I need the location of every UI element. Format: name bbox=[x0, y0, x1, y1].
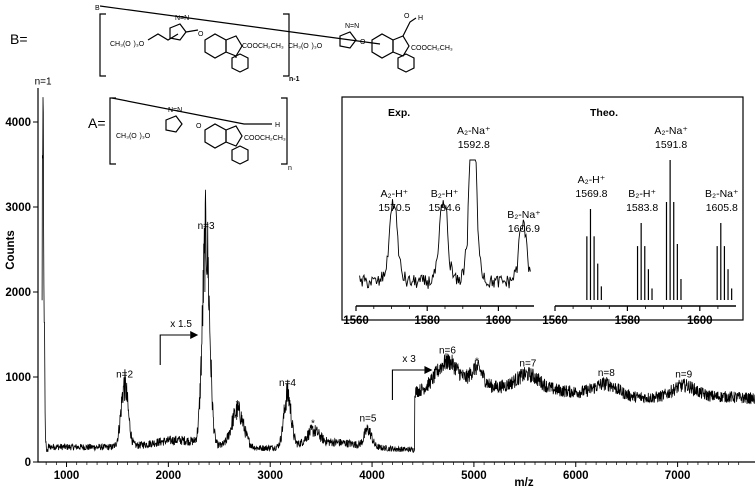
structure-b-oxygen: O bbox=[198, 31, 204, 38]
structure-b-chain: CH₃(O )₃O bbox=[110, 41, 145, 48]
inset-theo-panel: Theo. 1560 1580 1600 A₂-H⁺ 1569.8 B₂-H⁺ 1583.8… bbox=[542, 107, 739, 327]
structure-b: B= B CH₃(O )₃O N=N O COOCH₂CH₃ n-1 CH₃(O… bbox=[10, 5, 453, 83]
inset-peak-label: A₂-H⁺ bbox=[578, 174, 606, 186]
structure-a-repeat: n bbox=[288, 165, 292, 172]
structure-a-ester: COOCH₂CH₃ bbox=[244, 135, 286, 142]
zoom-arrow-head bbox=[190, 331, 199, 339]
x-tick-label: 7000 bbox=[665, 470, 691, 482]
main-ticks: 1000 2000 3000 4000 5000 6000 7000 0 1000 2000 300… bbox=[5, 117, 740, 482]
y-axis-label: Counts bbox=[5, 230, 17, 270]
structure-b-aldehyde-h: H bbox=[418, 15, 423, 22]
inset-peak-label: B₂-Na⁺ bbox=[705, 188, 739, 200]
peak-label: n=9 bbox=[675, 370, 692, 381]
structure-a-bracket-left bbox=[109, 97, 116, 165]
zoom-arrow bbox=[391, 369, 425, 400]
structure-a-chain: CH₃(O )₃O bbox=[116, 133, 151, 140]
zoom-arrow-head bbox=[424, 366, 433, 374]
zoom-label: x 3 bbox=[402, 354, 416, 365]
inset-peak-label: B₂-H⁺ bbox=[628, 188, 656, 200]
structure-a-oxygen: O bbox=[196, 123, 202, 130]
inset-x-tick-label: 1560 bbox=[343, 315, 369, 327]
structure-a-bracket-right bbox=[281, 97, 288, 165]
x-tick-label: 2000 bbox=[156, 470, 182, 482]
inset-x-tick-label: 1580 bbox=[615, 315, 641, 327]
structure-a-end-h: H bbox=[275, 122, 280, 129]
inset-peak-label: B₂-Na⁺ bbox=[507, 209, 541, 221]
zoom-arrow bbox=[159, 334, 191, 365]
peak-label: n=5 bbox=[359, 414, 376, 425]
impurity-star: * bbox=[236, 399, 240, 410]
inset-peak-value: 1605.8 bbox=[706, 202, 738, 214]
y-tick-label: 4000 bbox=[5, 117, 31, 129]
zoom-label: x 1.5 bbox=[170, 319, 192, 330]
peak-label: n=8 bbox=[598, 368, 615, 379]
inset-peak-value: 1584.6 bbox=[429, 202, 461, 214]
y-tick-label: 3000 bbox=[5, 202, 31, 214]
spectrum-trace bbox=[41, 97, 755, 453]
peak-label: n=6 bbox=[439, 346, 456, 357]
impurity-star: * bbox=[475, 357, 479, 368]
inset-peak-value: 1592.8 bbox=[458, 139, 490, 151]
x-tick-label: 1000 bbox=[54, 470, 80, 482]
structure-b-end-label: B bbox=[95, 5, 100, 12]
structure-a-label: A= bbox=[88, 115, 106, 131]
structure-b-repeat: n-1 bbox=[289, 76, 300, 83]
inset-x-tick-label: 1600 bbox=[687, 315, 713, 327]
structure-a: A= H CH₃(O )₃O N=N O COOCH₂CH₃ n bbox=[88, 97, 292, 172]
inset-x-tick-label: 1600 bbox=[486, 315, 512, 327]
structure-b-ester: COOCH₂CH₃ bbox=[242, 43, 284, 50]
inset-theo-title: Theo. bbox=[590, 107, 618, 119]
structure-b-aldehyde-o: O bbox=[404, 13, 410, 20]
y-tick-label: 1000 bbox=[5, 372, 31, 384]
structure-b-triazole-2: N=N bbox=[345, 23, 359, 30]
inset-peak-label: A₂-H⁺ bbox=[381, 188, 409, 200]
inset-frame bbox=[341, 96, 744, 321]
structure-b-bracket-left bbox=[99, 13, 106, 77]
y-tick-label: 0 bbox=[25, 457, 31, 469]
structure-b-chain-2: CH₃(O )₃O bbox=[288, 43, 323, 50]
main-annotations: n=1 n=2 n=3 n=4 n=5 n=6 n=7 n=8 n=9 * * * x 1.5 x 3 bbox=[35, 76, 693, 429]
structure-b-link-line bbox=[99, 5, 381, 45]
inset-peak-label: A₂-Na⁺ bbox=[457, 125, 491, 137]
x-tick-label: 5000 bbox=[461, 470, 487, 482]
inset-peak-value: 1570.5 bbox=[378, 202, 410, 214]
main-series bbox=[41, 97, 755, 453]
structure-a-triazole: N=N bbox=[168, 107, 182, 114]
y-tick-label: 2000 bbox=[5, 287, 31, 299]
structure-b-oxygen-2: O bbox=[360, 39, 366, 46]
inset-x-tick-label: 1560 bbox=[542, 315, 568, 327]
structure-b-bracket-right bbox=[283, 13, 290, 77]
structure-b-ester-2: COOCH₂CH₃ bbox=[411, 45, 453, 52]
structure-a-link-line bbox=[111, 97, 272, 125]
x-tick-label: 3000 bbox=[257, 470, 283, 482]
impurity-star: * bbox=[311, 419, 315, 430]
peak-label: n=2 bbox=[116, 370, 133, 381]
inset-exp-trace bbox=[359, 159, 531, 289]
inset-peak-value: 1606.9 bbox=[508, 223, 540, 235]
inset-exp-panel: Exp. 1560 1580 1600 A₂-H⁺ 1570.5 B₂-H⁺ 1584.6 A… bbox=[343, 107, 541, 327]
peak-label: n=7 bbox=[519, 358, 536, 369]
peak-label: n=3 bbox=[198, 221, 215, 232]
peak-label: n=4 bbox=[279, 378, 296, 389]
peak-label: n=1 bbox=[35, 76, 52, 87]
x-axis-label: m/z bbox=[514, 477, 533, 489]
inset-peak-value: 1569.8 bbox=[575, 188, 607, 200]
structure-b-triazole: N=N bbox=[175, 15, 189, 22]
inset-exp-title: Exp. bbox=[388, 107, 410, 119]
structure-b-label: B= bbox=[10, 31, 28, 47]
inset-x-tick-label: 1580 bbox=[414, 315, 440, 327]
inset-peak-label: A₂-Na⁺ bbox=[654, 125, 688, 137]
inset-peak-value: 1591.8 bbox=[655, 139, 687, 151]
inset-peak-label: B₂-H⁺ bbox=[431, 188, 459, 200]
x-tick-label: 4000 bbox=[359, 470, 385, 482]
x-tick-label: 6000 bbox=[563, 470, 589, 482]
inset-peak-value: 1583.8 bbox=[626, 202, 658, 214]
